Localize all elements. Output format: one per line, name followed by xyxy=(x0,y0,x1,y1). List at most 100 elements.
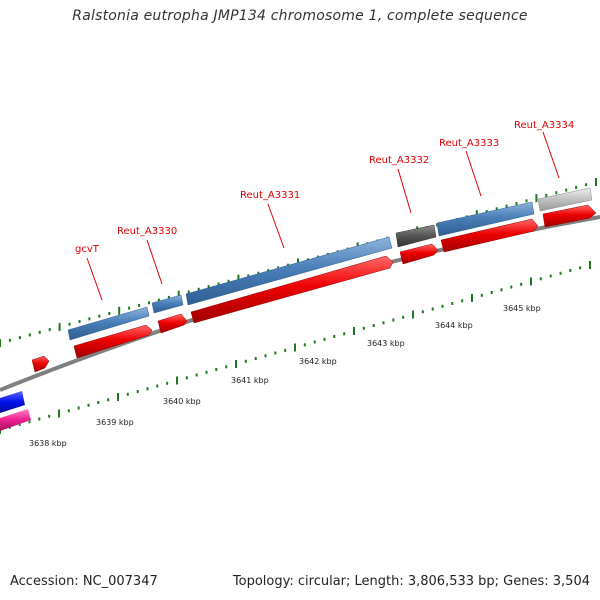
lower-tick xyxy=(569,269,572,272)
upper-tick xyxy=(595,178,597,186)
lower-tick xyxy=(549,274,552,278)
upper-tick xyxy=(187,290,190,294)
upper-tick xyxy=(48,328,51,332)
lower-tick xyxy=(490,291,493,294)
upper-tick xyxy=(38,330,41,334)
lower-tick xyxy=(264,354,267,358)
lower-tick xyxy=(530,277,532,286)
lower-tick xyxy=(18,423,21,426)
lower-tick xyxy=(303,343,306,347)
upper-tick xyxy=(515,202,518,205)
gene-arrow-reut-a3332 xyxy=(399,243,439,265)
lower-tick xyxy=(126,392,129,396)
lower-tick xyxy=(362,326,365,330)
lower-tick xyxy=(451,302,454,305)
upper-tick xyxy=(8,338,11,342)
scale-label-3641: 3641 kbp xyxy=(231,376,269,385)
lower-tick xyxy=(441,304,444,308)
lower-tick xyxy=(28,420,31,424)
lower-tick xyxy=(323,337,326,341)
lower-tick xyxy=(254,357,257,360)
summary-text: Topology: circular; Length: 3,806,533 bp… xyxy=(232,574,590,589)
gene-arrow-reut-a3334 xyxy=(542,204,597,228)
upper-tick xyxy=(167,295,170,299)
lower-tick xyxy=(343,332,346,336)
lower-tick xyxy=(500,288,503,292)
lower-tick xyxy=(136,390,139,393)
lower-tick xyxy=(294,343,296,352)
leader-reut-a3330 xyxy=(146,239,163,285)
lower-tick xyxy=(244,359,247,363)
lower-tick-row xyxy=(0,261,591,434)
gene-label-reut-a3334: Reut_A3334 xyxy=(514,120,574,131)
lower-tick xyxy=(589,261,591,269)
lower-tick xyxy=(284,348,287,352)
lower-tick xyxy=(235,360,237,368)
lower-tick xyxy=(333,335,336,338)
upper-tick xyxy=(267,269,270,273)
cds-reut-a3332 xyxy=(395,224,437,248)
upper-tick xyxy=(217,282,220,286)
lower-tick xyxy=(274,351,277,355)
lower-tick xyxy=(156,384,159,388)
lower-tick xyxy=(353,327,355,335)
feature-strong-blue xyxy=(0,391,25,413)
feature-magenta xyxy=(0,409,31,431)
upper-tick xyxy=(227,279,230,283)
cds-reut-a3330 xyxy=(151,294,184,314)
lower-tick xyxy=(372,324,375,327)
upper-tick xyxy=(247,274,250,278)
map-title: Ralstonia eutropha JMP134 chromosome 1, … xyxy=(72,8,528,24)
lower-tick xyxy=(117,393,119,401)
lower-tick xyxy=(146,387,149,391)
lower-tick xyxy=(205,370,208,374)
lower-tick xyxy=(579,266,582,270)
lower-tick xyxy=(471,294,473,302)
leader-reut-a3334 xyxy=(542,131,560,179)
upper-tick xyxy=(177,290,180,299)
upper-tick xyxy=(545,193,548,197)
cds-reut-a3334 xyxy=(537,187,593,212)
upper-tick xyxy=(138,303,141,307)
lower-tick xyxy=(480,293,483,297)
lower-tick xyxy=(38,417,41,421)
upper-tick xyxy=(0,339,1,347)
lower-tick xyxy=(48,414,51,418)
gene-arrow-reut-a3330 xyxy=(157,313,188,334)
scale-label-3645: 3645 kbp xyxy=(503,304,541,313)
upper-tick xyxy=(485,210,488,213)
upper-tick xyxy=(585,183,588,187)
upper-tick xyxy=(565,188,568,192)
upper-tick xyxy=(118,306,121,315)
gene-arrow-reut-a3333 xyxy=(440,218,539,253)
leader-reut-a3333 xyxy=(465,150,482,197)
upper-tick xyxy=(98,314,101,318)
cds-reut-a3333 xyxy=(436,201,535,237)
upper-tick xyxy=(495,207,498,211)
lower-tick xyxy=(520,282,523,286)
scale-label-3640: 3640 kbp xyxy=(163,397,201,406)
lower-tick xyxy=(87,403,90,407)
leader-reut-a3331 xyxy=(267,203,285,249)
lower-tick xyxy=(539,277,542,281)
upper-tick xyxy=(525,199,528,203)
leader-reut-a3332 xyxy=(397,168,412,214)
upper-tick xyxy=(78,320,81,323)
upper-tick xyxy=(505,204,508,208)
gene-arrow-reut-a3331 xyxy=(190,255,394,324)
lower-tick xyxy=(166,381,169,385)
gene-label-reut-a3333: Reut_A3333 xyxy=(439,138,499,149)
upper-tick xyxy=(18,336,21,340)
lower-tick xyxy=(461,299,464,303)
scale-label-3644: 3644 kbp xyxy=(435,321,473,330)
lower-tick xyxy=(195,373,198,377)
gene-arrow-gcvt xyxy=(73,324,153,359)
upper-tick xyxy=(28,333,31,337)
scale-label-3642: 3642 kbp xyxy=(299,357,337,366)
accession-text: Accession: NC_007347 xyxy=(10,574,158,589)
upper-tick xyxy=(237,274,240,283)
lower-tick xyxy=(77,406,80,410)
upper-tick xyxy=(575,185,578,189)
gene-label-reut-a3330: Reut_A3330 xyxy=(117,226,177,237)
